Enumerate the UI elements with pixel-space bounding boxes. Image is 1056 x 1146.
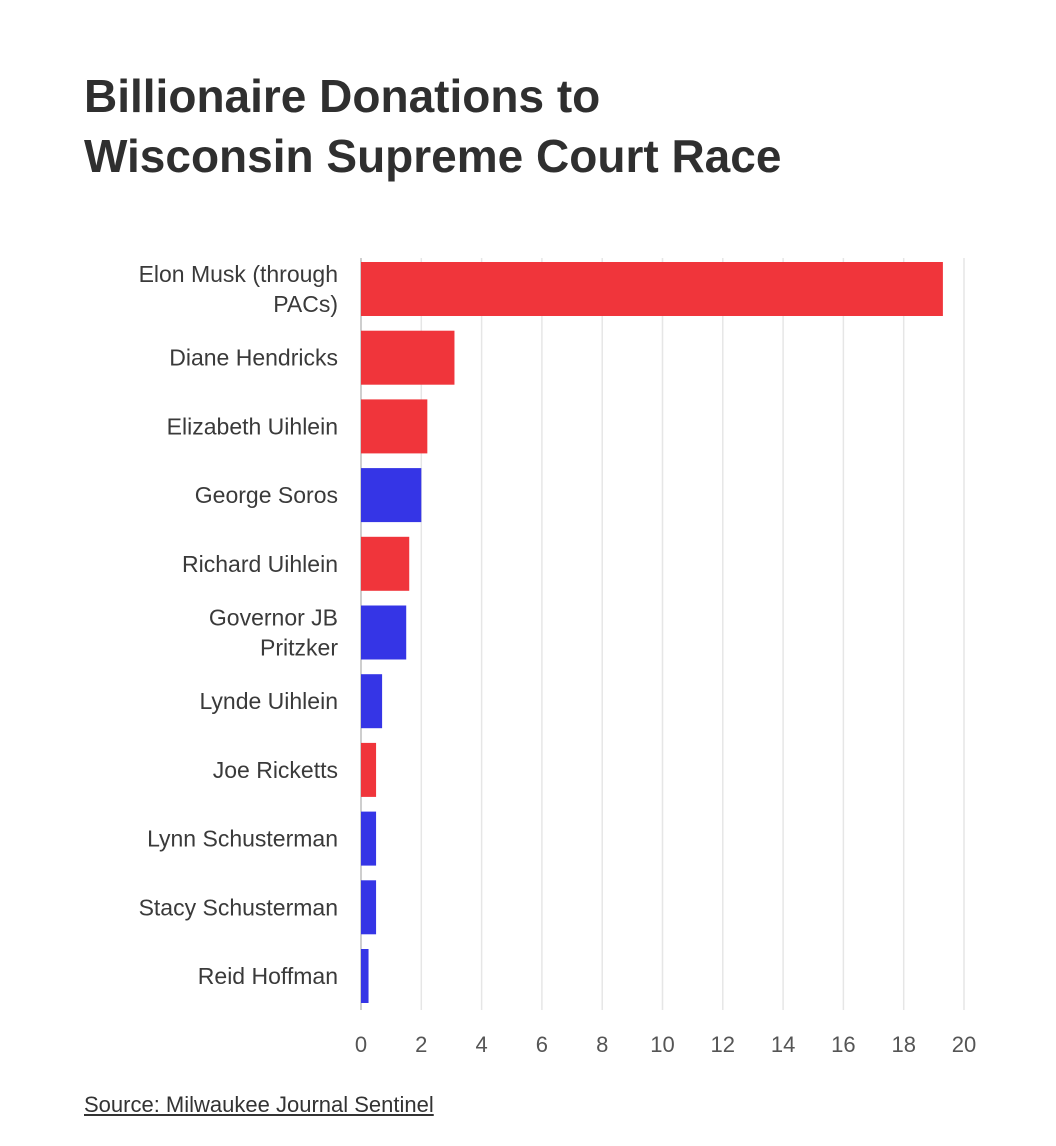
category-label: Diane Hendricks [169, 345, 338, 371]
category-label: Governor JB [209, 605, 338, 631]
x-axis-ticks: 0 2 4 6 8 10 12 14 16 18 20 [355, 1032, 976, 1057]
category-label: Richard Uihlein [182, 551, 338, 577]
bar [361, 262, 943, 316]
bar [361, 605, 407, 660]
bar-chart: Elon Musk (through PACs) Diane Hendricks El… [139, 258, 976, 1057]
category-label: Elon Musk (through [139, 261, 338, 287]
x-tick-label: 0 [355, 1032, 367, 1057]
x-tick-label: 16 [831, 1032, 855, 1057]
x-tick-label: 4 [475, 1032, 487, 1057]
bars [361, 262, 943, 1003]
x-tick-label: 2 [415, 1032, 427, 1057]
bar [361, 811, 377, 866]
category-labels: Elon Musk (through PACs) Diane Hendricks El… [139, 261, 339, 989]
x-tick-label: 6 [536, 1032, 548, 1057]
x-tick-label: 12 [711, 1032, 735, 1057]
x-tick-label: 20 [952, 1032, 976, 1057]
chart-title-line-1: Billionaire Donations to [84, 70, 601, 122]
category-label: Elizabeth Uihlein [167, 413, 338, 439]
chart-title-line-2: Wisconsin Supreme Court Race [84, 130, 782, 182]
bar [361, 949, 369, 1003]
category-label: Joe Ricketts [213, 757, 338, 783]
x-tick-label: 18 [891, 1032, 915, 1057]
bar [361, 468, 422, 523]
category-label: Reid Hoffman [198, 963, 338, 989]
bar [361, 536, 410, 591]
bar [361, 742, 377, 797]
category-label: Lynde Uihlein [199, 688, 338, 714]
bar [361, 674, 383, 729]
x-tick-label: 8 [596, 1032, 608, 1057]
bar [361, 399, 428, 454]
bar [361, 330, 455, 385]
category-label: Lynn Schusterman [147, 826, 338, 852]
bar [361, 880, 377, 935]
x-tick-label: 14 [771, 1032, 795, 1057]
category-label: George Soros [195, 482, 338, 508]
category-label: Stacy Schusterman [139, 894, 338, 920]
chart-title: Billionaire Donations to Wisconsin Supre… [84, 66, 1004, 186]
source-note[interactable]: Source: Milwaukee Journal Sentinel [84, 1092, 434, 1117]
category-label: Pritzker [260, 635, 338, 661]
x-tick-label: 10 [650, 1032, 674, 1057]
category-label: PACs) [273, 291, 338, 317]
